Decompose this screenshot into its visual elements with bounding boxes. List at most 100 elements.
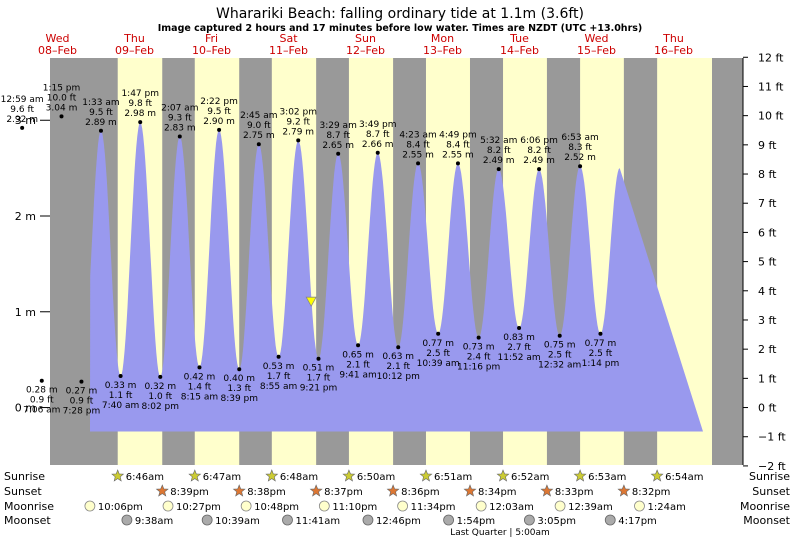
right-tick-label: 10 ft bbox=[758, 110, 784, 123]
moonrise-time: 12:03am bbox=[489, 502, 534, 513]
right-tick-label: 1 ft bbox=[758, 372, 777, 385]
moon-phase-label: Last Quarter | 5:00am bbox=[450, 528, 550, 538]
low-tide-label: 0.33 m1.1 ft7:40 am bbox=[102, 381, 139, 411]
day-date: 14–Feb bbox=[500, 44, 539, 57]
current-level-marker bbox=[305, 296, 317, 308]
tide-time: 2:07 am bbox=[161, 104, 198, 114]
tide-metres: 0.75 m bbox=[544, 341, 576, 351]
tide-time: 12:32 am bbox=[538, 361, 581, 371]
high-tide-label: 3:29 am8.7 ft2.65 m bbox=[319, 121, 356, 151]
tide-time: 3:29 am bbox=[319, 121, 356, 131]
high-tide-point bbox=[59, 114, 64, 119]
tide-metres: 2.92 m bbox=[6, 115, 38, 125]
tide-feet: 9.8 ft bbox=[128, 99, 152, 109]
high-tide-point bbox=[496, 167, 501, 172]
high-tide-point bbox=[537, 167, 542, 172]
sunset-icon bbox=[155, 484, 169, 497]
sunrise-time: 6:47am bbox=[203, 472, 241, 483]
low-tide-point bbox=[39, 378, 44, 383]
moonset-time: 4:17pm bbox=[618, 516, 657, 527]
high-tide-point bbox=[375, 150, 380, 155]
sunrise-icon bbox=[573, 469, 587, 482]
sunset-icon bbox=[232, 484, 246, 497]
tide-area bbox=[90, 122, 703, 432]
sunset-icon bbox=[309, 484, 323, 497]
tide-metres: 2.98 m bbox=[124, 109, 156, 119]
tide-time: 11:52 am bbox=[498, 353, 541, 363]
day-weekday: Fri bbox=[205, 32, 218, 45]
tide-feet: 8.4 ft bbox=[406, 140, 430, 150]
high-tide-label: 4:23 am8.4 ft2.55 m bbox=[399, 130, 436, 160]
high-tide-label: 1:33 am9.5 ft2.89 m bbox=[82, 98, 119, 128]
high-tide-label: 5:32 am8.2 ft2.49 m bbox=[480, 136, 517, 166]
tide-feet: 2.5 ft bbox=[589, 349, 613, 359]
day-weekday: Wed bbox=[585, 32, 609, 45]
sunrise-icon bbox=[188, 469, 202, 482]
sun-moon-footer: Sunrise Sunrise Sunset Sunset Moonrise Moonri… bbox=[4, 469, 791, 538]
day-date: 11–Feb bbox=[269, 44, 308, 57]
sunset-time: 8:33pm bbox=[555, 487, 594, 498]
sunrise-label-left: Sunrise bbox=[4, 470, 45, 483]
sunrise-time: 6:46am bbox=[126, 472, 164, 483]
sunrise-label-right: Sunrise bbox=[749, 470, 790, 483]
low-tide-point bbox=[598, 331, 603, 336]
tide-feet: 2.5 ft bbox=[426, 349, 450, 359]
tide-feet: 1.0 ft bbox=[148, 392, 172, 402]
right-tick-label: −2 ft bbox=[758, 460, 786, 473]
moonset-time: 11:41am bbox=[295, 516, 340, 527]
low-tide-label: 0.53 m1.7 ft8:55 am bbox=[260, 362, 297, 392]
tide-feet: 8.2 ft bbox=[527, 146, 551, 156]
high-tide-point bbox=[336, 151, 341, 156]
tide-feet: 9.5 ft bbox=[89, 108, 113, 118]
tide-metres: 2.79 m bbox=[282, 127, 314, 137]
tide-time: 4:23 am bbox=[399, 130, 436, 140]
moonrise-time: 10:27pm bbox=[176, 502, 221, 513]
sunrise-time: 6:53am bbox=[588, 472, 626, 483]
right-tick-label: 12 ft bbox=[758, 51, 784, 64]
low-tide-label: 0.77 m2.5 ft1:14 pm bbox=[582, 339, 620, 369]
moonrise-time: 11:10pm bbox=[332, 502, 377, 513]
day-date: 10–Feb bbox=[192, 44, 231, 57]
low-tide-point bbox=[158, 374, 163, 379]
tide-metres: 0.77 m bbox=[422, 339, 454, 349]
low-tide-point bbox=[396, 345, 401, 350]
tide-metres: 0.28 m bbox=[26, 386, 58, 396]
tide-time: 3:49 pm bbox=[359, 120, 397, 130]
moonrise-time: 12:39am bbox=[568, 502, 613, 513]
day-date: 15–Feb bbox=[577, 44, 616, 57]
tide-feet: 1.3 ft bbox=[227, 384, 251, 394]
low-tide-point bbox=[316, 356, 321, 361]
moonrise-time: 10:06pm bbox=[98, 502, 143, 513]
tide-time: 2:22 pm bbox=[200, 97, 238, 107]
tide-time: 6:06 pm bbox=[520, 136, 558, 146]
moonset-icon bbox=[201, 514, 213, 526]
tide-time: 2:45 am bbox=[240, 111, 277, 121]
moonrise-icon bbox=[162, 500, 174, 512]
tide-metres: 0.77 m bbox=[585, 339, 617, 349]
sunrise-time: 6:48am bbox=[280, 472, 318, 483]
tide-feet: 9.3 ft bbox=[168, 114, 192, 124]
tide-feet: 9.5 ft bbox=[207, 107, 231, 117]
low-tide-point bbox=[517, 326, 522, 331]
tide-metres: 2.52 m bbox=[564, 153, 596, 163]
tide-metres: 0.51 m bbox=[303, 364, 335, 374]
right-tick-label: 4 ft bbox=[758, 285, 777, 298]
tide-metres: 2.90 m bbox=[203, 117, 235, 127]
low-tide-point bbox=[557, 333, 562, 338]
right-tick-label: 5 ft bbox=[758, 256, 777, 269]
tide-metres: 2.49 m bbox=[483, 156, 515, 166]
left-tick-label: 1 m bbox=[15, 306, 36, 319]
high-tide-label: 4:49 pm8.4 ft2.55 m bbox=[439, 130, 477, 160]
high-tide-point bbox=[138, 120, 143, 125]
day-weekday: Thu bbox=[123, 32, 145, 45]
high-tide-label: 1:47 pm9.8 ft2.98 m bbox=[121, 89, 159, 119]
low-tide-point bbox=[436, 331, 441, 336]
right-tick-label: 2 ft bbox=[758, 343, 777, 356]
sunrise-icon bbox=[111, 469, 125, 482]
low-tide-point bbox=[79, 379, 84, 384]
tide-time: 10:12 pm bbox=[377, 372, 420, 382]
